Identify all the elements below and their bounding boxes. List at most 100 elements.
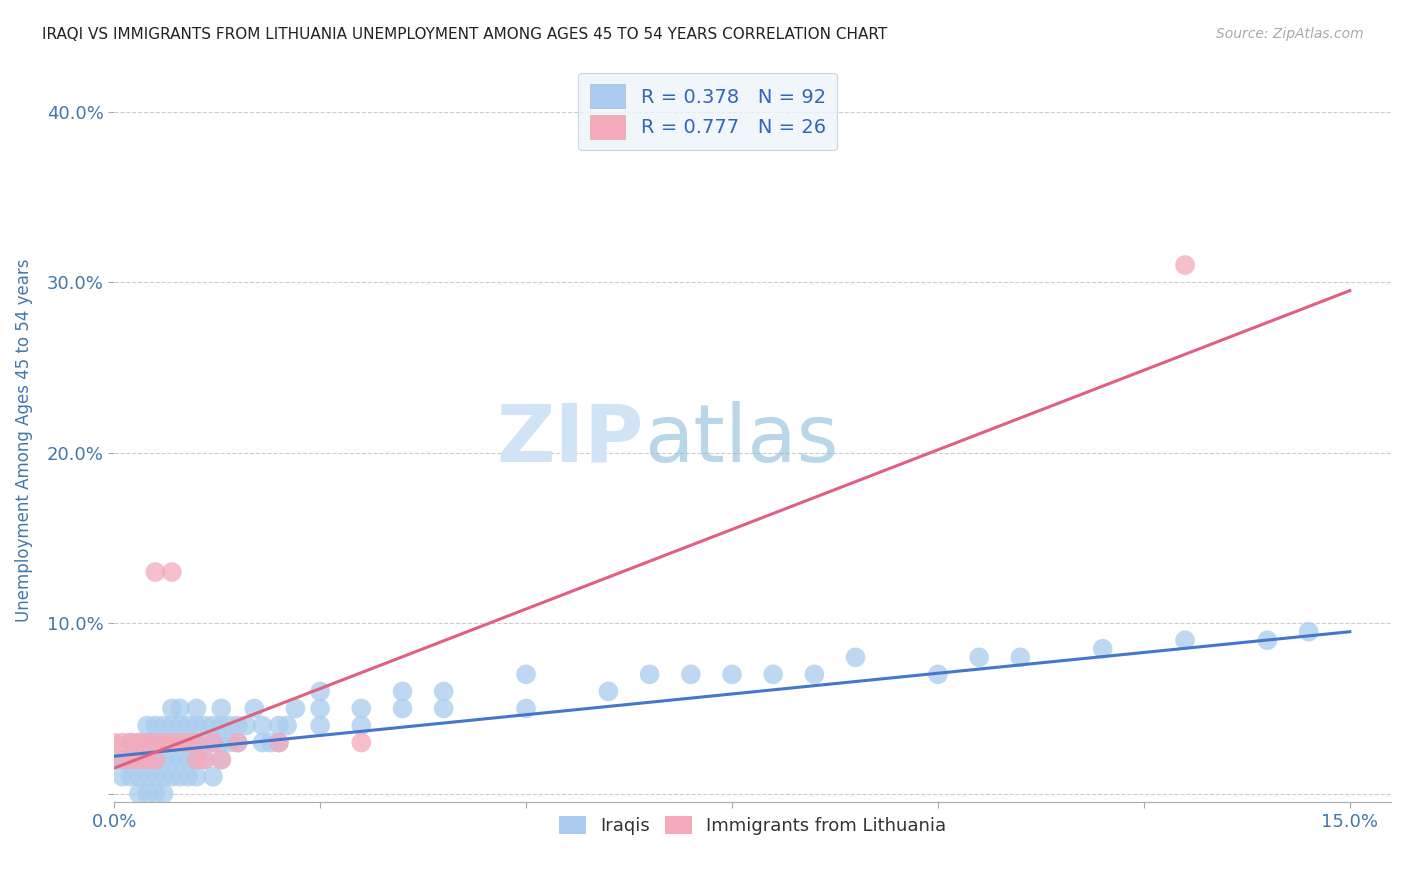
Point bbox=[218, 735, 240, 749]
Point bbox=[226, 735, 249, 749]
Point bbox=[152, 753, 174, 767]
Point bbox=[391, 684, 413, 698]
Point bbox=[145, 565, 167, 579]
Point bbox=[160, 753, 183, 767]
Y-axis label: Unemployment Among Ages 45 to 54 years: Unemployment Among Ages 45 to 54 years bbox=[15, 258, 32, 622]
Point bbox=[177, 735, 200, 749]
Point bbox=[209, 701, 232, 715]
Point bbox=[136, 787, 159, 801]
Point bbox=[111, 770, 134, 784]
Point bbox=[209, 735, 232, 749]
Point bbox=[145, 753, 167, 767]
Point bbox=[1174, 258, 1197, 272]
Point bbox=[927, 667, 949, 681]
Point bbox=[160, 701, 183, 715]
Point bbox=[226, 718, 249, 732]
Point bbox=[160, 735, 183, 749]
Point bbox=[350, 735, 373, 749]
Point bbox=[145, 753, 167, 767]
Point bbox=[218, 718, 240, 732]
Point bbox=[209, 718, 232, 732]
Point bbox=[309, 701, 332, 715]
Point bbox=[186, 718, 208, 732]
Point bbox=[202, 735, 225, 749]
Point bbox=[276, 718, 298, 732]
Point bbox=[194, 753, 217, 767]
Point bbox=[152, 718, 174, 732]
Point bbox=[103, 735, 125, 749]
Text: IRAQI VS IMMIGRANTS FROM LITHUANIA UNEMPLOYMENT AMONG AGES 45 TO 54 YEARS CORREL: IRAQI VS IMMIGRANTS FROM LITHUANIA UNEMP… bbox=[42, 27, 887, 42]
Point bbox=[111, 735, 134, 749]
Point bbox=[267, 718, 290, 732]
Point bbox=[145, 787, 167, 801]
Point bbox=[160, 565, 183, 579]
Point bbox=[128, 787, 150, 801]
Point bbox=[136, 735, 159, 749]
Point bbox=[309, 684, 332, 698]
Point bbox=[186, 735, 208, 749]
Point bbox=[235, 718, 257, 732]
Point bbox=[136, 770, 159, 784]
Point bbox=[186, 753, 208, 767]
Point bbox=[177, 753, 200, 767]
Point bbox=[145, 735, 167, 749]
Point bbox=[350, 718, 373, 732]
Point bbox=[226, 735, 249, 749]
Point bbox=[1298, 624, 1320, 639]
Point bbox=[152, 770, 174, 784]
Point bbox=[638, 667, 661, 681]
Point bbox=[209, 753, 232, 767]
Point bbox=[1010, 650, 1032, 665]
Point bbox=[120, 735, 142, 749]
Point bbox=[128, 753, 150, 767]
Point bbox=[260, 735, 283, 749]
Legend: Iraqis, Immigrants from Lithuania: Iraqis, Immigrants from Lithuania bbox=[550, 806, 955, 844]
Point bbox=[967, 650, 990, 665]
Point bbox=[136, 718, 159, 732]
Point bbox=[845, 650, 868, 665]
Point bbox=[169, 735, 191, 749]
Point bbox=[152, 735, 174, 749]
Point bbox=[515, 667, 537, 681]
Point bbox=[111, 753, 134, 767]
Point bbox=[128, 735, 150, 749]
Point bbox=[186, 753, 208, 767]
Point bbox=[128, 735, 150, 749]
Point bbox=[350, 701, 373, 715]
Point bbox=[145, 718, 167, 732]
Point bbox=[128, 753, 150, 767]
Text: atlas: atlas bbox=[644, 401, 838, 479]
Point bbox=[186, 735, 208, 749]
Point bbox=[1174, 633, 1197, 648]
Point bbox=[152, 787, 174, 801]
Point bbox=[120, 753, 142, 767]
Point bbox=[267, 735, 290, 749]
Point bbox=[136, 735, 159, 749]
Point bbox=[120, 735, 142, 749]
Point bbox=[194, 735, 217, 749]
Point bbox=[177, 718, 200, 732]
Point bbox=[1091, 641, 1114, 656]
Point bbox=[136, 753, 159, 767]
Point bbox=[160, 718, 183, 732]
Point bbox=[762, 667, 785, 681]
Point bbox=[160, 770, 183, 784]
Point bbox=[433, 701, 456, 715]
Point bbox=[177, 735, 200, 749]
Point bbox=[202, 735, 225, 749]
Point bbox=[284, 701, 307, 715]
Text: Source: ZipAtlas.com: Source: ZipAtlas.com bbox=[1216, 27, 1364, 41]
Point bbox=[267, 735, 290, 749]
Point bbox=[391, 701, 413, 715]
Point bbox=[169, 735, 191, 749]
Point bbox=[120, 753, 142, 767]
Point bbox=[152, 735, 174, 749]
Point bbox=[194, 718, 217, 732]
Point bbox=[252, 718, 274, 732]
Point bbox=[128, 770, 150, 784]
Point bbox=[1256, 633, 1278, 648]
Point bbox=[136, 753, 159, 767]
Point bbox=[194, 753, 217, 767]
Point bbox=[145, 770, 167, 784]
Point bbox=[186, 770, 208, 784]
